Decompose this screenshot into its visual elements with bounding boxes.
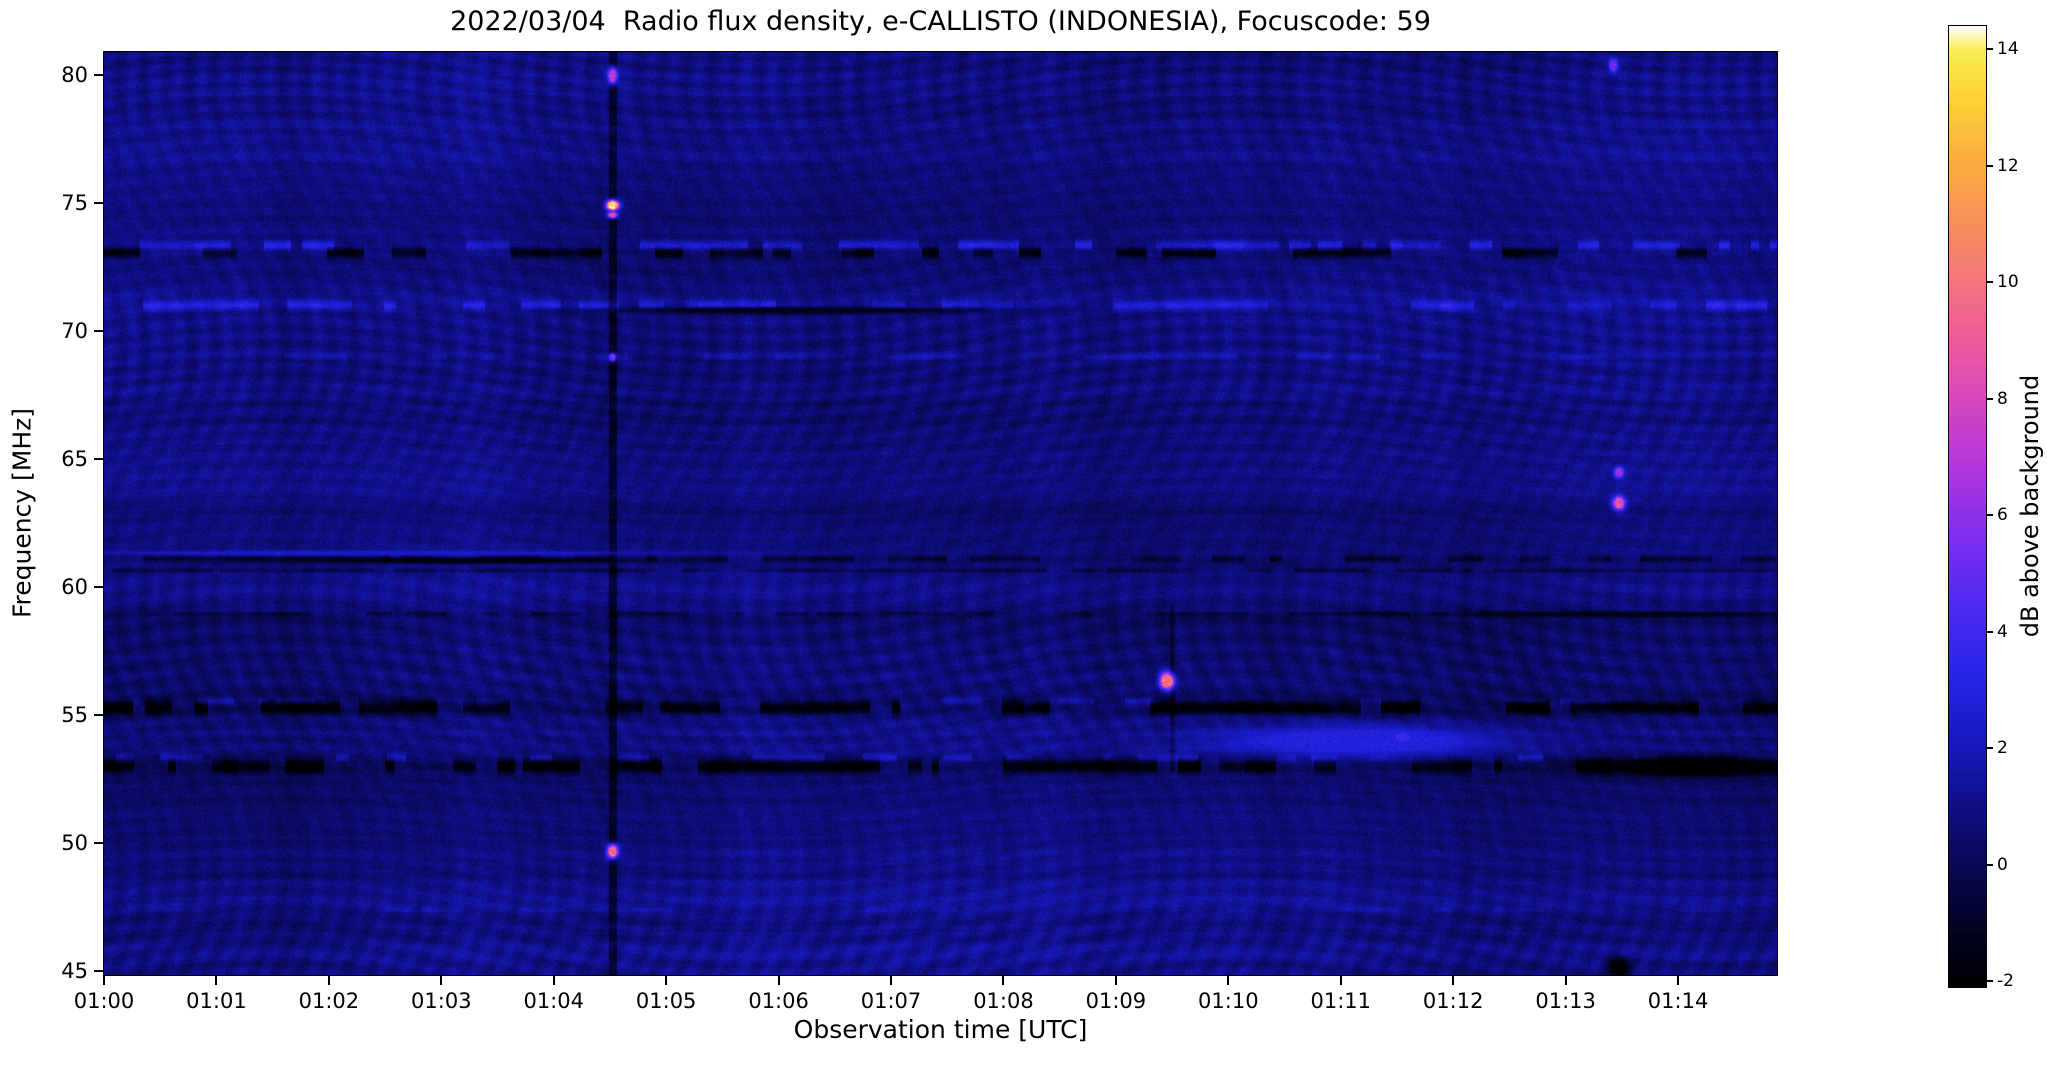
colorbar-tick-label: -2 [1997,971,2014,992]
colorbar-tick-label: 8 [1997,388,2008,409]
colorbar-tick-mark [1986,514,1993,517]
colorbar-tick-label: 12 [1997,155,2019,176]
colorbar-tick-mark [1986,747,1993,750]
colorbar-tick-label: 4 [1997,621,2008,642]
colorbar-tick-label: 14 [1997,39,2019,60]
x-tick-label: 01:10 [1198,989,1259,1013]
y-tick-mark [94,586,104,589]
x-tick-label: 01:05 [635,989,697,1013]
x-tick-mark [1452,975,1455,985]
colorbar-tick-mark [1986,863,1993,866]
y-tick-mark [94,970,104,973]
y-tick-mark [94,458,104,461]
colorbar-tick-mark [1986,164,1993,167]
x-tick-mark [1002,975,1005,985]
y-tick-label: 50 [61,831,88,856]
x-tick-mark [1339,975,1342,985]
x-tick-mark [552,975,555,985]
x-tick-label: 01:13 [1535,989,1596,1013]
x-tick-mark [1677,975,1680,985]
x-tick-label: 01:09 [1085,989,1147,1013]
x-tick-label: 01:00 [73,989,135,1013]
y-tick-mark [94,714,104,717]
colorbar-tick-mark [1986,397,1993,400]
x-tick-label: 01:07 [860,989,922,1013]
x-tick-mark [1114,975,1117,985]
x-tick-label: 01:14 [1647,989,1709,1013]
x-tick-mark [777,975,780,985]
colorbar-tick-mark [1986,48,1993,51]
y-tick-label: 45 [61,959,88,984]
x-tick-label: 01:01 [186,989,247,1013]
x-tick-mark [103,975,105,985]
x-tick-mark [1227,975,1230,985]
x-tick-label: 01:02 [298,989,360,1013]
x-tick-label: 01:12 [1422,989,1484,1013]
colorbar-tick-label: 2 [1997,738,2008,759]
x-tick-mark [890,975,893,985]
y-tick-label: 75 [61,191,88,216]
colorbar-tick-label: 0 [1997,854,2008,875]
x-tick-mark [215,975,218,985]
y-tick-mark [94,74,104,77]
y-tick-label: 80 [61,63,88,88]
x-tick-mark [665,975,668,985]
y-tick-label: 60 [61,575,88,600]
y-tick-label: 65 [61,447,88,472]
x-tick-mark [327,975,330,985]
y-tick-label: 70 [61,319,88,344]
x-tick-label: 01:08 [973,989,1034,1013]
colorbar-tick-label: 6 [1997,505,2008,526]
x-tick-label: 01:03 [411,989,472,1013]
colorbar-tick-mark [1986,630,1993,633]
chart-title: 2022/03/04 Radio flux density, e-CALLIST… [450,6,1431,37]
spectrogram-canvas [104,52,1777,975]
colorbar-gradient [1949,26,1986,987]
y-tick-label: 55 [61,703,88,728]
x-tick-label: 01:11 [1310,989,1372,1013]
x-tick-mark [440,975,443,985]
y-tick-mark [94,330,104,333]
colorbar-tick-mark [1986,980,1993,983]
x-tick-label: 01:06 [748,989,809,1013]
x-tick-mark [1564,975,1567,985]
x-axis-label: Observation time [UTC] [793,1015,1088,1044]
y-tick-mark [94,842,104,845]
x-tick-label: 01:04 [523,989,584,1013]
y-tick-mark [94,202,104,205]
colorbar-tick-label: 10 [1997,272,2019,293]
colorbar-tick-mark [1986,281,1993,284]
